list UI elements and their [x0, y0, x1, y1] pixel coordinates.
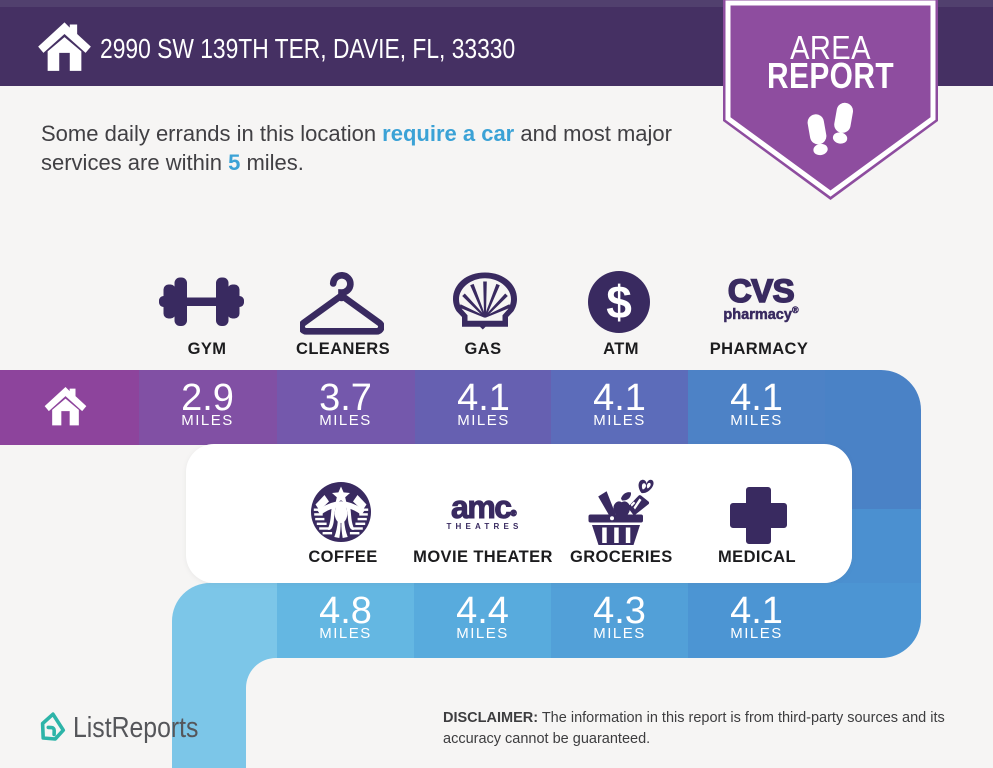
svg-text:$: $: [606, 276, 632, 328]
